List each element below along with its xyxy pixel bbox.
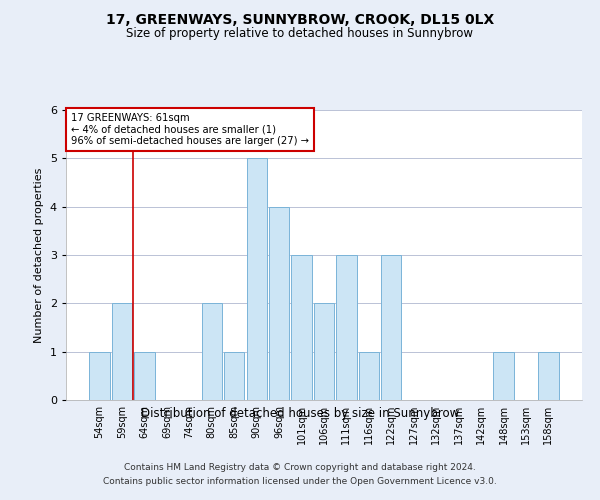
Y-axis label: Number of detached properties: Number of detached properties bbox=[34, 168, 44, 342]
Bar bbox=[269, 206, 289, 400]
Bar bbox=[202, 304, 222, 400]
Text: Contains public sector information licensed under the Open Government Licence v3: Contains public sector information licen… bbox=[103, 478, 497, 486]
Bar bbox=[112, 304, 132, 400]
Bar bbox=[538, 352, 559, 400]
Bar bbox=[359, 352, 379, 400]
Text: 17 GREENWAYS: 61sqm
← 4% of detached houses are smaller (1)
96% of semi-detached: 17 GREENWAYS: 61sqm ← 4% of detached hou… bbox=[71, 113, 309, 146]
Bar bbox=[224, 352, 244, 400]
Text: Size of property relative to detached houses in Sunnybrow: Size of property relative to detached ho… bbox=[127, 28, 473, 40]
Bar bbox=[89, 352, 110, 400]
Bar bbox=[314, 304, 334, 400]
Bar bbox=[292, 255, 311, 400]
Bar bbox=[247, 158, 267, 400]
Text: Contains HM Land Registry data © Crown copyright and database right 2024.: Contains HM Land Registry data © Crown c… bbox=[124, 462, 476, 471]
Text: Distribution of detached houses by size in Sunnybrow: Distribution of detached houses by size … bbox=[141, 408, 459, 420]
Bar bbox=[337, 255, 356, 400]
Bar bbox=[381, 255, 401, 400]
Bar bbox=[493, 352, 514, 400]
Text: 17, GREENWAYS, SUNNYBROW, CROOK, DL15 0LX: 17, GREENWAYS, SUNNYBROW, CROOK, DL15 0L… bbox=[106, 12, 494, 26]
Bar bbox=[134, 352, 155, 400]
